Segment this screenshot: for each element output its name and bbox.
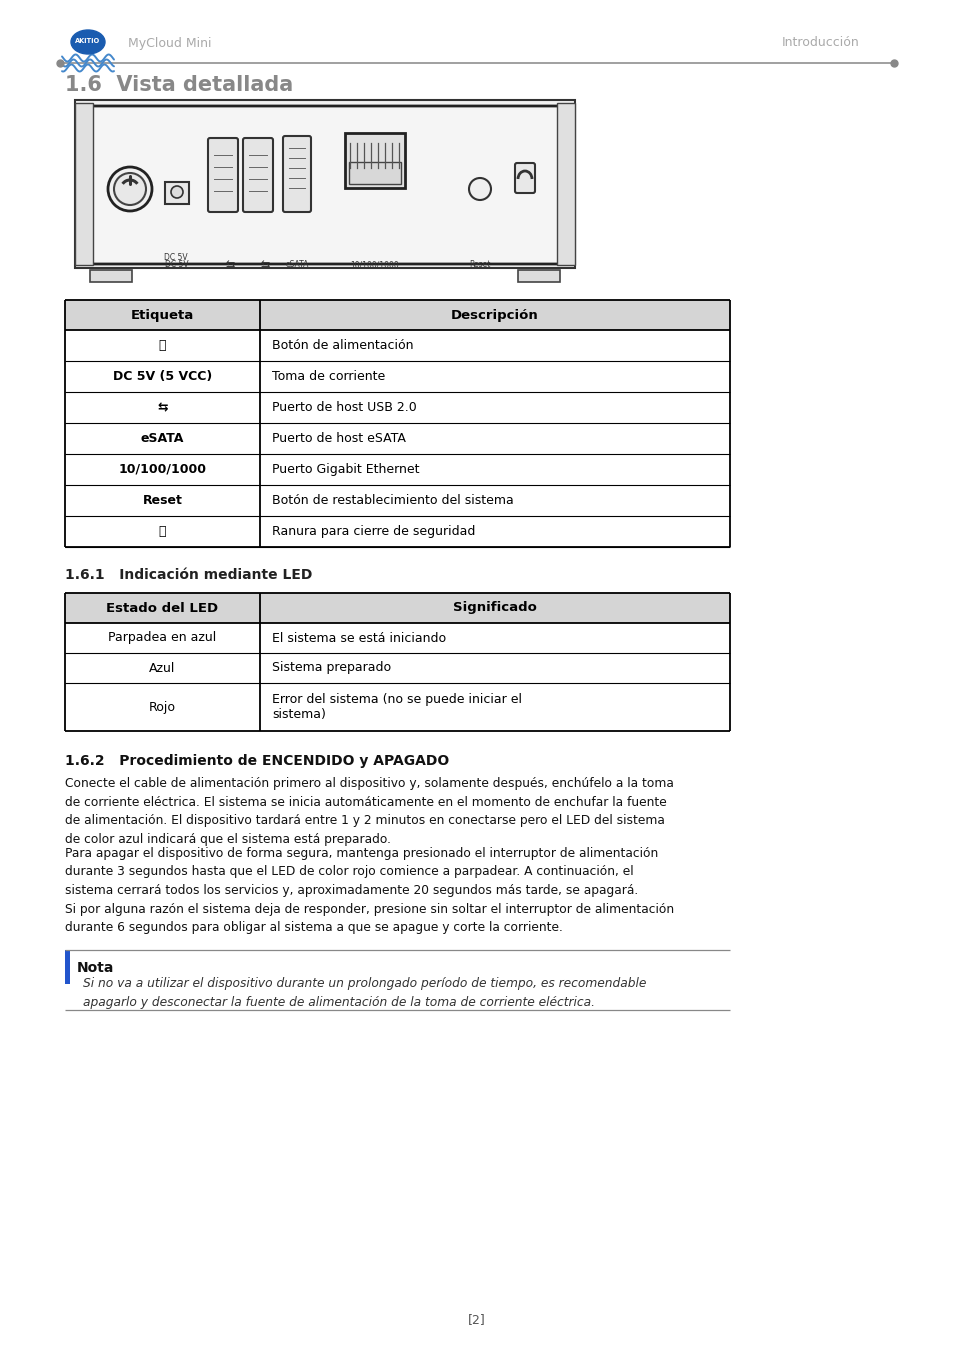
Text: Azul: Azul: [150, 662, 175, 675]
Text: DC 5V (5 VCC): DC 5V (5 VCC): [112, 370, 212, 383]
Text: Puerto de host eSATA: Puerto de host eSATA: [272, 432, 405, 446]
Text: Etiqueta: Etiqueta: [131, 309, 193, 321]
Text: 🔒: 🔒: [158, 525, 166, 539]
FancyBboxPatch shape: [208, 138, 237, 212]
Text: Para apagar el dispositivo de forma segura, mantenga presionado el interruptor d: Para apagar el dispositivo de forma segu…: [65, 846, 658, 896]
Circle shape: [171, 186, 183, 198]
Text: Error del sistema (no se puede iniciar el
sistema): Error del sistema (no se puede iniciar e…: [272, 693, 521, 721]
Text: 10/100/1000: 10/100/1000: [351, 261, 399, 269]
Circle shape: [108, 167, 152, 211]
Ellipse shape: [71, 30, 105, 54]
Text: Sistema preparado: Sistema preparado: [272, 662, 391, 675]
Bar: [75, 103, 92, 265]
Text: eSATA: eSATA: [285, 261, 309, 269]
Text: Descripción: Descripción: [451, 309, 538, 321]
Text: Significado: Significado: [453, 602, 537, 614]
Bar: [517, 270, 559, 282]
Text: Reset: Reset: [142, 494, 182, 508]
Text: ⇆: ⇆: [260, 261, 270, 270]
Bar: [345, 134, 405, 188]
Text: Estado del LED: Estado del LED: [107, 602, 218, 614]
Text: 1.6.1   Indicación mediante LED: 1.6.1 Indicación mediante LED: [65, 568, 312, 582]
Text: Parpadea en azul: Parpadea en azul: [109, 632, 216, 644]
Text: ⇆: ⇆: [225, 261, 234, 270]
Bar: [165, 182, 189, 204]
Text: Ranura para cierre de seguridad: Ranura para cierre de seguridad: [272, 525, 475, 539]
Text: Botón de restablecimiento del sistema: Botón de restablecimiento del sistema: [272, 494, 514, 508]
FancyBboxPatch shape: [87, 107, 562, 265]
Circle shape: [113, 173, 146, 205]
Text: Botón de alimentación: Botón de alimentación: [272, 339, 413, 352]
FancyBboxPatch shape: [75, 100, 575, 269]
Bar: [349, 162, 400, 184]
Text: 1.6  Vista detallada: 1.6 Vista detallada: [65, 76, 293, 95]
Text: Si por alguna razón el sistema deja de responder, presione sin soltar el interru: Si por alguna razón el sistema deja de r…: [65, 903, 674, 934]
Bar: [90, 270, 132, 282]
FancyBboxPatch shape: [515, 163, 535, 193]
Bar: [65, 593, 729, 622]
Text: Si no va a utilizar el dispositivo durante un prolongado período de tiempo, es r: Si no va a utilizar el dispositivo duran…: [83, 977, 646, 1008]
Text: MyCloud Mini: MyCloud Mini: [128, 36, 212, 50]
Text: Nota: Nota: [77, 960, 114, 975]
Text: Toma de corriente: Toma de corriente: [272, 370, 385, 383]
FancyBboxPatch shape: [243, 138, 273, 212]
Text: Reset: Reset: [469, 261, 490, 269]
Text: eSATA: eSATA: [141, 432, 184, 446]
Bar: [557, 103, 575, 265]
Text: El sistema se está iniciando: El sistema se está iniciando: [272, 632, 446, 644]
Circle shape: [469, 178, 491, 200]
Text: 1.6.2   Procedimiento de ENCENDIDO y APAGADO: 1.6.2 Procedimiento de ENCENDIDO y APAGA…: [65, 755, 449, 768]
Text: Puerto Gigabit Ethernet: Puerto Gigabit Ethernet: [272, 463, 419, 477]
Text: Rojo: Rojo: [149, 701, 175, 714]
Text: [2]: [2]: [468, 1314, 485, 1327]
Bar: [90, 103, 559, 109]
Text: Puerto de host USB 2.0: Puerto de host USB 2.0: [272, 401, 416, 414]
Text: DC 5V: DC 5V: [165, 261, 189, 269]
Bar: [65, 949, 70, 984]
FancyBboxPatch shape: [283, 136, 311, 212]
Text: ⏻: ⏻: [158, 339, 166, 352]
Text: Conecte el cable de alimentación primero al dispositivo y, solamente después, en: Conecte el cable de alimentación primero…: [65, 778, 673, 845]
Text: DC 5V: DC 5V: [164, 252, 188, 262]
Text: ⇆: ⇆: [157, 401, 168, 414]
Bar: [65, 300, 729, 329]
Text: 10/100/1000: 10/100/1000: [118, 463, 206, 477]
Text: Introducción: Introducción: [781, 36, 859, 50]
Text: AKiTiO: AKiTiO: [75, 38, 100, 45]
